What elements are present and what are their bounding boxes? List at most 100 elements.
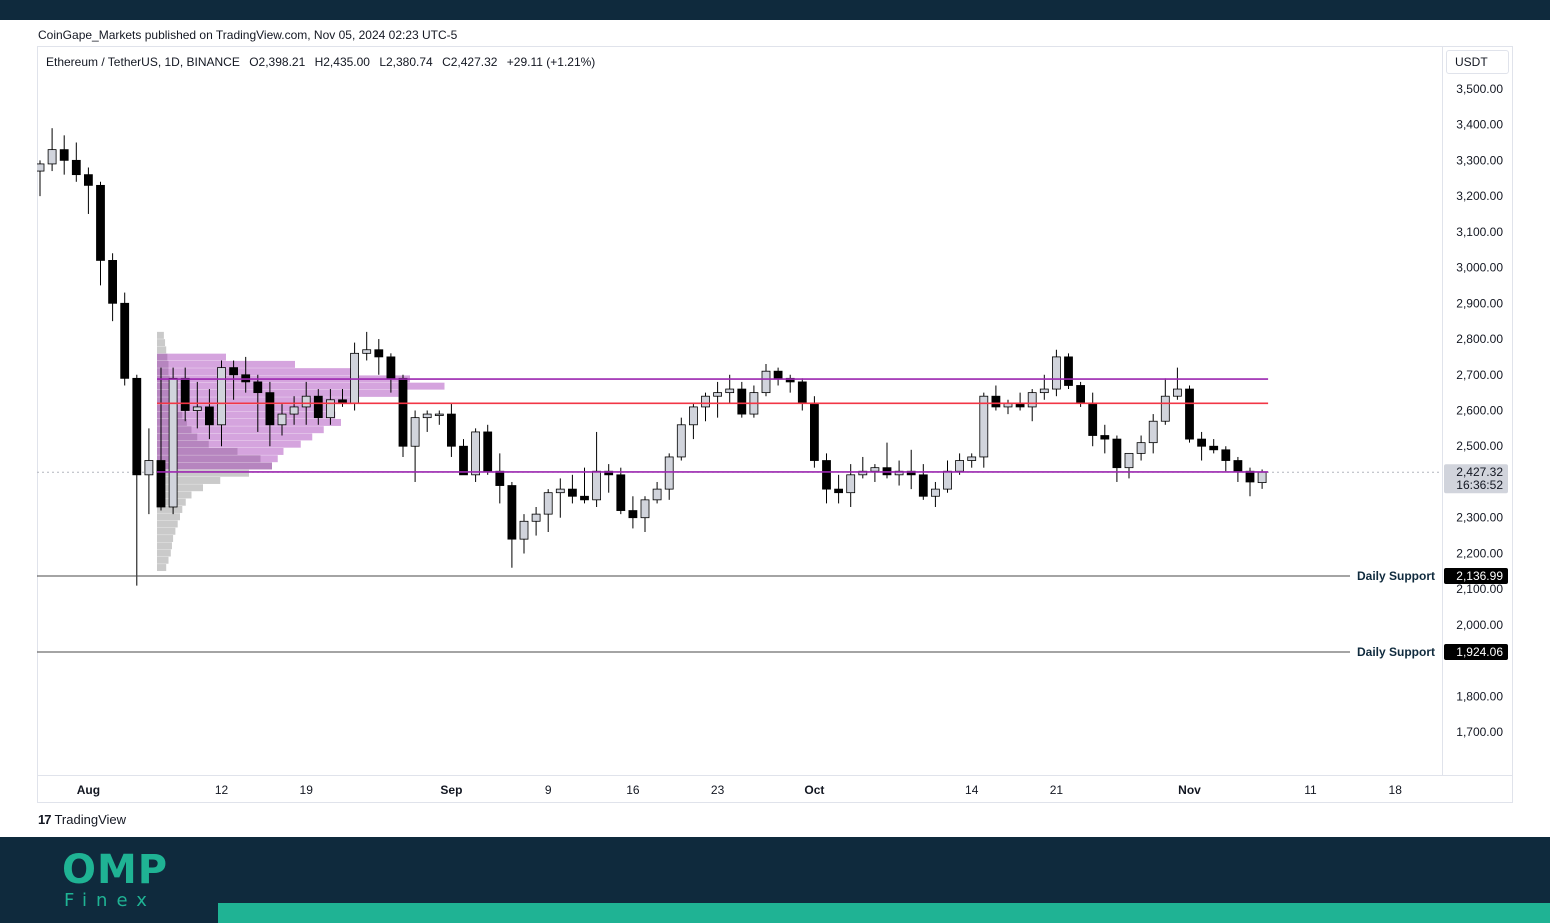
candle-body — [943, 470, 952, 490]
candle — [168, 367, 178, 515]
y-tick-label: 1,700.00 — [1456, 725, 1503, 739]
candle — [192, 381, 202, 429]
y-tick-label: 3,300.00 — [1456, 153, 1503, 167]
candle — [785, 374, 795, 393]
candle — [664, 453, 674, 500]
candle — [59, 135, 69, 175]
candle-body — [507, 485, 517, 540]
candle — [822, 453, 831, 504]
volume-bar-purple — [157, 397, 353, 405]
x-tick-label: Sep — [440, 783, 462, 797]
x-tick-label: Oct — [804, 783, 824, 797]
candle-body — [1209, 445, 1219, 451]
candle — [834, 474, 843, 504]
currency-selector[interactable]: USDT — [1446, 50, 1509, 74]
volume-bar-gray — [157, 527, 176, 535]
price-chart-svg[interactable]: Daily Support Daily Support — [37, 46, 1442, 775]
candle-body — [870, 467, 880, 472]
candle-body — [713, 392, 722, 397]
volume-bar-purple — [157, 353, 226, 361]
candle-body — [543, 492, 553, 515]
candle — [858, 456, 868, 479]
candle-body — [362, 349, 372, 354]
tradingview-footer[interactable]: 17 TradingView — [38, 812, 126, 827]
candle-body — [725, 388, 735, 394]
candle — [1052, 349, 1061, 397]
last-price-label: 2,427.32 — [1456, 465, 1503, 479]
candle — [555, 478, 565, 518]
candle — [906, 449, 916, 490]
candle — [870, 464, 880, 482]
volume-bar-gray — [157, 447, 238, 455]
candle — [132, 374, 142, 586]
candle — [676, 417, 686, 461]
chart-area[interactable]: Daily Support Daily Support — [37, 46, 1442, 775]
candle — [410, 410, 420, 482]
candle — [229, 360, 239, 400]
candle — [204, 389, 214, 440]
candle — [1209, 439, 1219, 454]
volume-bar-gray — [157, 476, 221, 484]
candle-body — [664, 456, 674, 490]
x-tick-label: 12 — [215, 783, 229, 797]
candle-body — [1064, 356, 1073, 386]
candle — [350, 342, 360, 411]
volume-bar-gray — [157, 397, 175, 405]
candle-body — [918, 474, 928, 497]
candle-body — [204, 406, 214, 426]
candle — [1160, 378, 1170, 425]
candle-body — [1221, 449, 1231, 461]
candle-body — [277, 413, 287, 426]
candle-body — [822, 460, 831, 490]
volume-bar-purple — [157, 411, 336, 419]
candle-body — [1088, 402, 1098, 436]
top-banner-bar — [0, 0, 1550, 20]
candle — [156, 367, 166, 511]
legend-low: L2,380.74 — [379, 55, 433, 69]
legend-change: +29.11 (+1.21%) — [506, 55, 596, 69]
candle — [531, 506, 541, 536]
candle-body — [1076, 385, 1085, 404]
candle — [1027, 389, 1037, 422]
x-tick-label: 18 — [1389, 783, 1403, 797]
candle-body — [1197, 438, 1206, 447]
candle-body — [955, 460, 964, 472]
candle-body — [1257, 471, 1267, 484]
candle — [1088, 392, 1098, 447]
countdown-label: 16:36:52 — [1456, 478, 1503, 492]
candle — [362, 331, 372, 361]
candle-body — [229, 367, 239, 376]
candle — [120, 292, 130, 386]
candle-body — [519, 520, 529, 540]
candle-body — [253, 381, 263, 394]
candle-body — [410, 417, 420, 447]
candle-body — [1160, 395, 1170, 422]
x-tick-label: 19 — [300, 783, 314, 797]
candle-body — [434, 413, 444, 416]
candle-body — [773, 370, 783, 379]
candle — [265, 381, 275, 447]
support-price-badge — [1444, 567, 1508, 584]
volume-bar-purple — [157, 404, 330, 412]
price-axis[interactable]: 1,700.00 1,800.00 2,000.00 2,100.00 2,200.00… — [1442, 46, 1514, 775]
candle-body — [737, 388, 747, 415]
y-tick-label: 3,400.00 — [1456, 118, 1503, 132]
candle — [519, 514, 529, 554]
y-tick-label: 2,100.00 — [1456, 582, 1503, 596]
candle — [1197, 431, 1206, 461]
candle — [1148, 414, 1158, 454]
volume-bar-gray — [157, 331, 164, 339]
candle-body — [289, 406, 299, 415]
candle — [37, 160, 45, 197]
candle-body — [1124, 452, 1134, 469]
time-axis[interactable]: Aug 12 19 Sep 9 16 23 Oct 14 21 Nov 11 18 — [37, 775, 1513, 804]
tradingview-logo-icon: 17 — [38, 812, 52, 827]
support-price-label: 2,136.99 — [1456, 569, 1503, 583]
candle — [568, 474, 577, 504]
candle-body — [701, 395, 710, 408]
volume-bar-gray — [157, 404, 178, 412]
support-price-badge — [1444, 644, 1508, 661]
candle — [459, 439, 468, 476]
candle — [979, 392, 989, 468]
candle — [1221, 446, 1231, 472]
